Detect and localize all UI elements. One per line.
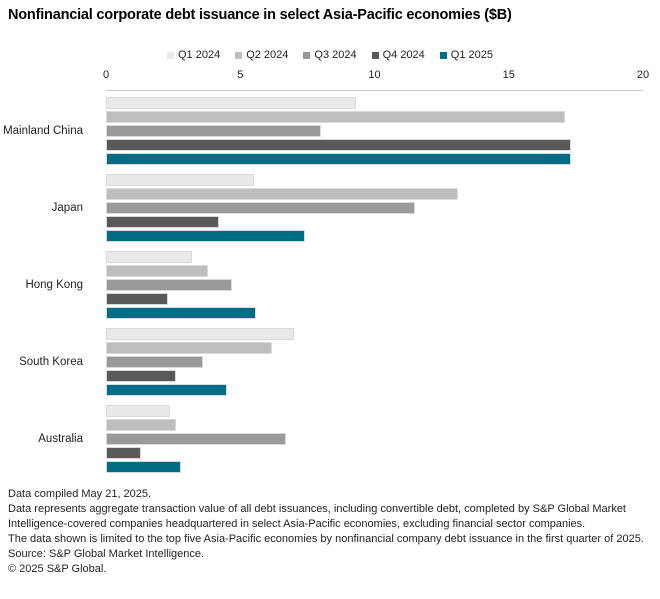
plot-area: 0 5 10 15 20 Mainland China Japan Hong Kong Sout… xyxy=(3,69,649,476)
bar-row xyxy=(106,384,643,396)
bar-q4-2024 xyxy=(106,370,176,382)
footnote-description: Data represents aggregate transaction va… xyxy=(8,503,626,530)
bar-q4-2024 xyxy=(106,216,219,228)
footnote-scope: The data shown is limited to the top fiv… xyxy=(8,533,644,545)
x-axis-tick-label: 5 xyxy=(237,69,244,81)
bar-row xyxy=(106,419,643,431)
x-axis-tick-label: 0 xyxy=(102,69,110,81)
bar-group-japan: Japan xyxy=(52,168,643,245)
legend-label: Q1 2025 xyxy=(450,49,493,61)
bar-row xyxy=(106,153,643,165)
bar-row xyxy=(106,111,643,123)
footnote-compiled: Data compiled May 21, 2025. xyxy=(8,488,152,500)
legend-swatch-icon xyxy=(439,51,447,59)
bar-group-mainland-china: Mainland China xyxy=(3,91,643,168)
category-label: Mainland China xyxy=(3,125,83,137)
bar-q1-2025 xyxy=(106,153,571,165)
bar-q3-2024 xyxy=(106,433,286,445)
x-axis-tick-label: 10 xyxy=(368,69,381,81)
bar-row xyxy=(106,356,643,368)
legend-label: Q3 2024 xyxy=(314,49,357,61)
bar-group-south-korea: South Korea xyxy=(19,322,643,399)
bar-q3-2024 xyxy=(106,279,233,291)
chart-footnotes: Data compiled May 21, 2025. Data represe… xyxy=(8,487,654,577)
bar-q4-2024 xyxy=(106,447,141,459)
bar-row xyxy=(106,307,643,319)
footnote-source: Source: S&P Global Market Intelligence. xyxy=(8,548,205,560)
chart-legend: Q1 2024 Q2 2024 Q3 2024 Q4 2024 Q1 2025 xyxy=(0,49,660,61)
bar-row xyxy=(106,370,643,382)
legend-swatch-icon xyxy=(166,51,174,59)
bar-row xyxy=(106,405,643,417)
bar-row xyxy=(106,202,643,214)
bar-q4-2024 xyxy=(106,139,571,151)
bar-q1-2025 xyxy=(106,307,257,319)
bar-q2-2024 xyxy=(106,342,273,354)
legend-label: Q1 2024 xyxy=(177,49,221,61)
bar-row xyxy=(106,328,643,340)
bar-q1-2025 xyxy=(106,461,182,473)
category-label: Japan xyxy=(51,202,83,214)
bar-q1-2025 xyxy=(106,230,305,242)
bar-group-australia: Australia xyxy=(38,399,643,476)
bar-row xyxy=(106,433,643,445)
legend-item-q1-2025: Q1 2025 xyxy=(439,49,493,61)
bar-row xyxy=(106,279,643,291)
bar-row xyxy=(106,216,643,228)
bar-q1-2024 xyxy=(106,174,254,186)
bar-q1-2024 xyxy=(106,97,356,109)
bar-row xyxy=(106,97,643,109)
bar-q2-2024 xyxy=(106,265,209,277)
bar-row xyxy=(106,265,643,277)
legend-item-q2-2024: Q2 2024 xyxy=(235,49,288,61)
legend-item-q4-2024: Q4 2024 xyxy=(371,49,425,61)
bar-row xyxy=(106,342,643,354)
legend-swatch-icon xyxy=(303,51,311,59)
legend-label: Q2 2024 xyxy=(246,49,289,61)
bar-q3-2024 xyxy=(106,356,203,368)
bar-group-hong-kong: Hong Kong xyxy=(25,245,643,322)
bar-row xyxy=(106,174,643,186)
x-axis-tick-label: 15 xyxy=(502,69,515,81)
legend-item-q3-2024: Q3 2024 xyxy=(303,49,357,61)
x-axis-tick-label: 20 xyxy=(636,69,650,81)
bar-q2-2024 xyxy=(106,188,458,200)
category-label: South Korea xyxy=(19,356,83,368)
bar-row xyxy=(106,293,643,305)
bar-q3-2024 xyxy=(106,125,321,137)
bar-row xyxy=(106,188,643,200)
legend-swatch-icon xyxy=(235,51,243,59)
chart-title: Nonfinancial corporate debt issuance in … xyxy=(8,7,512,23)
bar-row xyxy=(106,461,643,473)
bar-row xyxy=(106,447,643,459)
legend-swatch-icon xyxy=(371,51,379,59)
bar-q2-2024 xyxy=(106,111,566,123)
bar-row xyxy=(106,139,643,151)
bar-row xyxy=(106,125,643,137)
bar-row xyxy=(106,230,643,242)
legend-label: Q4 2024 xyxy=(382,49,425,61)
bar-q3-2024 xyxy=(106,202,415,214)
category-label: Australia xyxy=(38,433,83,445)
bar-q1-2024 xyxy=(106,251,192,263)
footnote-copyright: © 2025 S&P Global. xyxy=(8,563,107,575)
bar-q4-2024 xyxy=(106,293,168,305)
bar-q1-2024 xyxy=(106,328,294,340)
bar-q1-2024 xyxy=(106,405,171,417)
bar-row xyxy=(106,251,643,263)
bar-q1-2025 xyxy=(106,384,227,396)
category-label: Hong Kong xyxy=(25,279,83,291)
bar-q2-2024 xyxy=(106,419,176,431)
legend-item-q1-2024: Q1 2024 xyxy=(166,49,221,61)
